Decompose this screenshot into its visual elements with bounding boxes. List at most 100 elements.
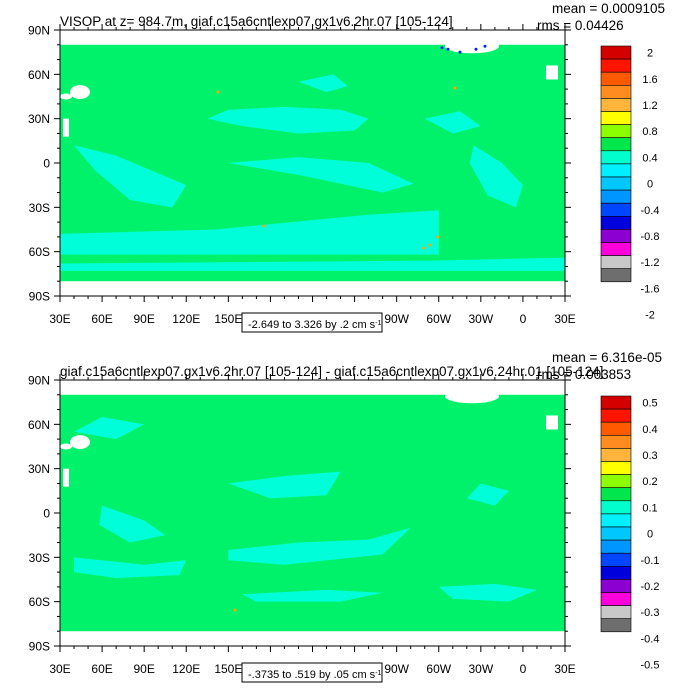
- map-field: [60, 380, 565, 646]
- lon-label: 30E: [49, 312, 70, 326]
- colorbar-label: -0.5: [641, 660, 660, 672]
- strong-negative-dot: [440, 46, 444, 50]
- colorbar-box: [600, 408, 632, 423]
- colorbar-box: [600, 202, 632, 217]
- lon-label: 60W: [426, 312, 451, 326]
- colorbar-label: 0.4: [642, 152, 657, 164]
- weak-negative-region: [74, 145, 187, 208]
- lat-label: 0: [43, 507, 50, 521]
- strong-negative-dot: [483, 44, 487, 48]
- colorbar-label: 0.1: [642, 502, 657, 514]
- strong-positive-dot: [428, 243, 432, 247]
- colorbar-label: 1.6: [642, 74, 657, 86]
- map-panel-2: giaf.c15a6cntlexp07.gx1v6.2hr.07 [105-12…: [28, 350, 662, 683]
- lat-label: 30N: [28, 112, 50, 126]
- lon-label: 90W: [384, 312, 409, 326]
- lon-label: 0: [520, 662, 527, 676]
- colorbar-box: [600, 434, 632, 449]
- weak-negative-region: [228, 157, 414, 193]
- lat-label: 90N: [28, 374, 50, 388]
- range-text: -2.649 to 3.326 by .2 cm s-1: [248, 319, 382, 331]
- lon-label: 120E: [172, 312, 200, 326]
- strong-positive-dot: [453, 86, 457, 90]
- colorbar-box: [600, 150, 632, 165]
- map-panel-1: VISOP at z= 984.7m, giaf.c15a6cntlexp07.…: [28, 1, 665, 333]
- lon-label: 150E: [214, 662, 242, 676]
- weak-negative-region: [99, 505, 166, 543]
- strong-positive-dot: [233, 608, 237, 612]
- colorbar-label: 0: [647, 529, 653, 541]
- lon-label: 90E: [133, 662, 154, 676]
- land-patch: [60, 93, 72, 100]
- colorbar-box: [600, 124, 632, 138]
- panel-title: giaf.c15a6cntlexp07.gx1v6.2hr.07 [105-12…: [60, 364, 603, 379]
- colorbar-box: [600, 163, 632, 178]
- colorbar-box: [600, 487, 632, 502]
- lon-label: 90E: [133, 312, 154, 326]
- colorbar-box: [600, 216, 632, 230]
- colorbar-label: 0: [647, 179, 653, 191]
- lon-label: 30E: [554, 312, 575, 326]
- colorbar-label: 0.8: [642, 126, 657, 138]
- lat-label: 60N: [28, 68, 50, 82]
- colorbar-box: [600, 552, 632, 567]
- weak-negative-region: [60, 210, 439, 255]
- colorbar-label: -0.4: [641, 205, 660, 217]
- lat-label: 30N: [28, 462, 50, 476]
- lat-label: 30S: [29, 201, 50, 215]
- colorbar-label: 1.2: [642, 100, 657, 112]
- strong-positive-dot: [436, 235, 440, 239]
- weak-negative-region: [424, 111, 481, 134]
- colorbar-box: [600, 176, 632, 191]
- lat-label: 0: [43, 157, 50, 171]
- lat-label: 90S: [29, 290, 50, 304]
- colorbar-label: -0.4: [641, 633, 660, 645]
- lon-label: 60W: [426, 662, 451, 676]
- weak-negative-region: [60, 257, 565, 271]
- colorbar-box: [600, 45, 632, 60]
- colorbar-box: [600, 579, 632, 593]
- weak-negative-region: [228, 527, 411, 565]
- colorbar-label: -0.3: [641, 607, 660, 619]
- lat-label: 60S: [29, 245, 50, 259]
- lon-label: 30W: [468, 662, 493, 676]
- lat-label: 90N: [28, 24, 50, 38]
- colorbar-box: [600, 71, 632, 86]
- colorbar-label: -0.2: [641, 581, 660, 593]
- colorbar-label: -0.8: [641, 231, 660, 243]
- colorbar-box: [600, 448, 632, 462]
- colorbar-box: [600, 85, 632, 99]
- red-sea-land: [63, 468, 69, 487]
- colorbar-box: [600, 618, 632, 633]
- colorbar-label: 0.5: [642, 398, 657, 410]
- colorbar-label: 2: [647, 48, 653, 60]
- colorbar-box: [600, 111, 632, 125]
- rms-stat: rms = 0.003853: [537, 367, 631, 382]
- colorbar-box: [600, 421, 632, 436]
- range-text: -.3735 to .519 by .05 cm s-1: [248, 669, 382, 681]
- colorbar-box: [600, 255, 632, 270]
- colorbar-box: [600, 137, 632, 152]
- greenland-land: [445, 39, 499, 54]
- colorbar-box: [600, 229, 632, 243]
- colorbar-box: [600, 500, 632, 515]
- black-sea-land: [70, 435, 90, 450]
- map-field: [60, 30, 565, 296]
- strong-positive-dot: [262, 224, 266, 228]
- weak-negative-region: [242, 589, 383, 602]
- range-label: -2.649 to 3.326 by .2 cm s-1: [241, 312, 383, 333]
- weak-negative-region: [438, 583, 537, 602]
- weak-negative-region: [466, 483, 509, 506]
- lat-label: 30S: [29, 551, 50, 565]
- mean-stat: mean = 6.316e-05: [552, 350, 662, 365]
- lon-label: 90W: [384, 662, 409, 676]
- baltic-land: [546, 65, 558, 80]
- strong-negative-dot: [458, 50, 462, 54]
- strong-positive-dot: [216, 90, 220, 94]
- lat-label: 60S: [29, 595, 50, 609]
- red-sea-land: [63, 118, 69, 137]
- black-sea-land: [70, 85, 90, 100]
- weak-negative-region: [298, 74, 348, 93]
- colorbar-box: [600, 474, 632, 489]
